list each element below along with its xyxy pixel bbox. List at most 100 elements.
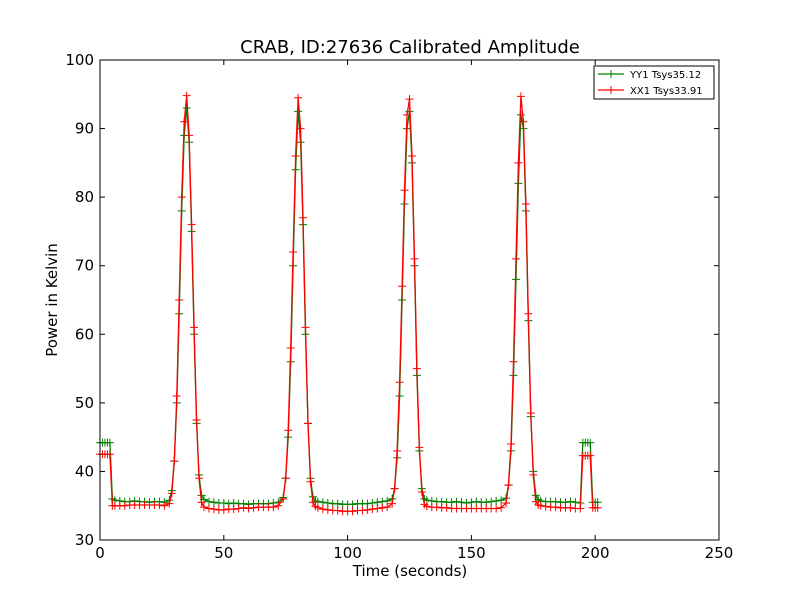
data-point [239, 503, 248, 512]
data-point [323, 505, 332, 514]
data-point [524, 309, 533, 318]
data-point [502, 498, 511, 507]
data-point [234, 504, 243, 513]
data-point [492, 504, 501, 513]
legend-label: XX1 Tsys33.91 [630, 86, 703, 97]
chart-title: CRAB, ID:27636 Calibrated Amplitude [240, 37, 580, 58]
data-point [373, 504, 382, 513]
data-point [274, 501, 283, 510]
data-point [514, 158, 523, 167]
data-point [105, 438, 114, 447]
data-point [286, 344, 295, 352]
data-point [536, 501, 545, 510]
legend-label: YY1 Tsys35.12 [629, 70, 701, 81]
data-point [497, 503, 506, 512]
data-point [333, 506, 342, 515]
data-point [566, 503, 575, 512]
data-point [422, 502, 431, 511]
y-tick-label: 50 [75, 394, 94, 412]
y-tick-label: 30 [75, 531, 94, 549]
data-point [249, 503, 258, 512]
data-point [296, 124, 305, 133]
data-point [209, 505, 218, 514]
data-point [509, 357, 518, 366]
data-point [195, 474, 204, 483]
y-tick-label: 60 [75, 325, 94, 343]
data-point [323, 498, 332, 507]
data-point [504, 481, 513, 490]
data-point [209, 498, 218, 507]
y-tick-label: 70 [75, 257, 94, 275]
legend: YY1 Tsys35.12 XX1 Tsys33.91 [593, 65, 715, 100]
data-point [281, 474, 290, 483]
data-point [204, 504, 213, 513]
data-point [405, 95, 414, 104]
plot-background [100, 60, 719, 540]
data-point [403, 110, 412, 119]
data-point [172, 392, 181, 400]
data-point [303, 419, 312, 428]
y-axis-label: Power in Kelvin [43, 243, 61, 357]
data-point [175, 296, 184, 304]
data-point [294, 93, 303, 102]
data-point [511, 254, 520, 263]
data-point [318, 498, 327, 507]
data-point [197, 498, 206, 507]
data-point [289, 248, 298, 256]
data-point [180, 117, 189, 126]
data-point [313, 503, 322, 512]
legend-box [593, 65, 715, 100]
data-point [269, 503, 278, 512]
data-point [383, 503, 392, 512]
x-axis: 0 50 100 150 200 250 [95, 60, 733, 562]
data-point [190, 323, 199, 332]
data-point [358, 506, 367, 515]
data-point [472, 497, 481, 506]
data-point [593, 503, 602, 512]
data-point [507, 440, 516, 448]
data-point [187, 220, 196, 229]
data-point [452, 497, 461, 506]
series-2 [96, 91, 602, 516]
data-point [551, 503, 560, 512]
data-point [586, 438, 595, 447]
y-tick-label: 40 [75, 462, 94, 480]
data-point [318, 505, 327, 514]
data-point [519, 117, 528, 126]
x-tick-label: 250 [705, 544, 734, 562]
data-point [363, 505, 372, 514]
data-point [219, 498, 228, 507]
data-point [388, 499, 397, 508]
data-point [306, 477, 315, 486]
x-tick-label: 100 [333, 544, 362, 562]
data-point [301, 323, 310, 332]
data-point [105, 450, 114, 459]
data-point [407, 152, 416, 160]
data-point [120, 501, 129, 510]
data-point [417, 488, 426, 496]
data-point [390, 484, 399, 493]
x-tick-label: 150 [457, 544, 486, 562]
data-point [368, 505, 377, 514]
data-point [279, 494, 288, 503]
y-tick-label: 100 [65, 51, 94, 69]
data-point [410, 254, 419, 263]
data-point [199, 503, 208, 512]
data-point [185, 131, 194, 140]
data-point [576, 504, 585, 513]
data-point [219, 505, 228, 514]
data-point [299, 213, 308, 222]
data-point [395, 378, 404, 387]
series-layer [96, 91, 602, 516]
data-point [155, 501, 164, 510]
y-tick-label: 90 [75, 120, 94, 138]
data-point [177, 193, 186, 202]
data-point [192, 416, 201, 424]
plot-frame [99, 59, 720, 541]
data-point [400, 186, 409, 195]
data-point [170, 457, 179, 466]
legend-marker [607, 70, 615, 78]
data-point [160, 501, 169, 510]
plot-area [96, 59, 720, 541]
